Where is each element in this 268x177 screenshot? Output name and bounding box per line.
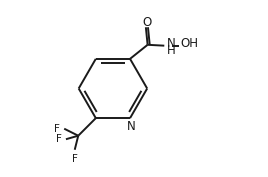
Text: F: F: [72, 154, 78, 164]
Text: H: H: [167, 44, 176, 58]
Text: N: N: [167, 37, 176, 50]
Text: F: F: [56, 134, 62, 144]
Text: O: O: [142, 16, 151, 29]
Text: N: N: [126, 120, 135, 133]
Text: OH: OH: [180, 37, 198, 50]
Text: F: F: [54, 124, 60, 134]
